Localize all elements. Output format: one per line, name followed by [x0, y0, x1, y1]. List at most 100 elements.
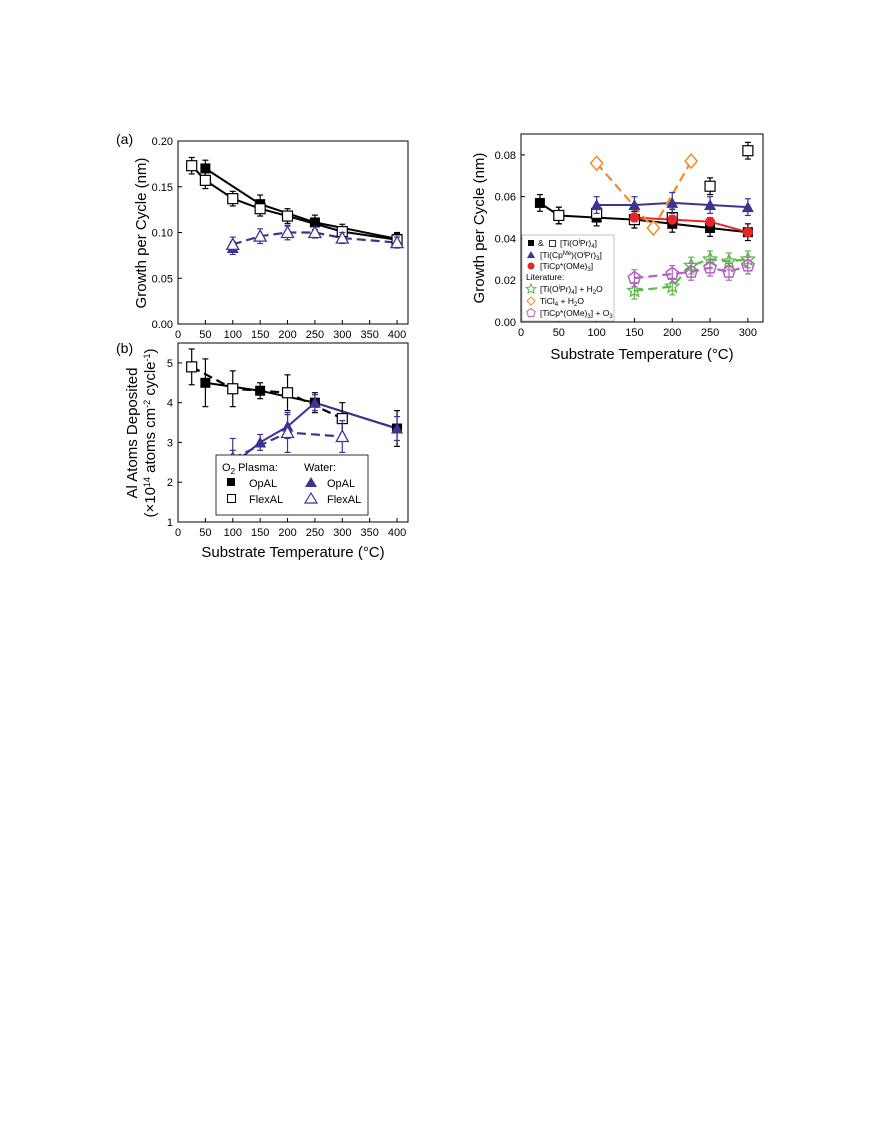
series-line: [634, 258, 749, 292]
y-tick-label: 4: [167, 398, 173, 410]
data-point: [280, 425, 295, 439]
legend-c-marker-pentagon: [526, 307, 536, 318]
y-tick-label: 0.00: [495, 317, 516, 329]
x-tick-label: 200: [278, 329, 296, 341]
x-tick-label: 400: [388, 329, 406, 341]
data-point: [280, 225, 295, 239]
y-tick-label: 3: [167, 437, 173, 449]
data-point: [664, 277, 681, 294]
legend-c-box: [521, 234, 615, 322]
legend-b-marker-flexal-water: [303, 491, 319, 504]
legend-c-sub3-1: 3: [596, 256, 600, 262]
legend-c-marker-sq-open: [549, 240, 556, 247]
data-point: [227, 193, 239, 205]
x-tick-label: 150: [251, 527, 269, 539]
data-point: [186, 160, 198, 172]
panel-b-xlabel: Substrate Temperature (°C): [201, 544, 384, 561]
x-tick-label: 50: [199, 329, 211, 341]
legend-c-marker-sq-filled: [528, 240, 534, 246]
legend-b-plasma-text: Plasma:: [235, 462, 278, 474]
data-point: [389, 235, 405, 249]
legend-c-o2: O: [577, 296, 584, 306]
x-tick-label: 100: [224, 527, 242, 539]
legend-c-oipr: )(O: [571, 250, 584, 260]
legend-b-box: [215, 454, 369, 516]
legend-c-close2: ]: [599, 250, 601, 260]
data-point: [281, 210, 294, 222]
series-line: [190, 165, 398, 241]
data-point: [665, 266, 680, 280]
data-point: [307, 225, 322, 239]
data-point: [200, 163, 211, 174]
legend-c-sub4-1: 4: [591, 244, 595, 250]
data-point: [721, 264, 737, 278]
panel-b-ylabel: Al Atoms Deposited: [124, 368, 141, 499]
legend-b-header-water: Water:: [304, 462, 336, 474]
x-tick-label: 100: [587, 327, 605, 339]
legend-c-sup-i-1: i: [579, 239, 580, 245]
series-line: [634, 264, 749, 280]
y-tick-label: 0.05: [152, 273, 173, 285]
legend-c-sub3-2: 3: [587, 267, 591, 273]
data-point: [589, 155, 604, 172]
legend-c-close1: ]: [595, 238, 597, 248]
ylabel-sup-m1: -1: [142, 353, 152, 361]
y-tick-label: 0.15: [152, 182, 173, 194]
x-tick-label: 200: [663, 327, 681, 339]
data-point: [629, 212, 640, 223]
legend-c-close3: ]: [591, 261, 593, 271]
legend-c-pr2: Pr): [585, 250, 597, 260]
data-point: [703, 260, 718, 274]
data-point: [254, 203, 266, 215]
legend-c-plus-h2: + H: [558, 296, 574, 306]
legend-c-pr3: Pr): [560, 284, 572, 294]
x-tick-label: 0: [175, 329, 181, 341]
legend-b-marker-flexal-plasma: [227, 494, 236, 503]
y-tick-label: 0.06: [495, 192, 516, 204]
panel-c-frame: [520, 133, 764, 323]
data-point: [742, 145, 754, 157]
y-tick-label: 2: [167, 477, 173, 489]
y-tick-label: 0.10: [152, 228, 173, 240]
panel-b-legend: O2 Plasma: Water: OpAL FlexAL OpAL FlexA…: [215, 454, 369, 516]
series-line: [232, 231, 398, 246]
panel-label-b: (b): [116, 340, 133, 356]
data-point: [627, 270, 642, 285]
data-point: [626, 282, 643, 298]
x-tick-label: 50: [553, 327, 565, 339]
legend-c-sup-i-3: i: [559, 285, 560, 291]
data-point: [309, 217, 320, 228]
legend-c-label-lit-ticp: [TiCp*(OMe)3] + O3: [540, 308, 613, 320]
legend-c-amp: &: [538, 238, 544, 248]
data-point: [253, 228, 268, 242]
x-tick-label: 0: [175, 527, 181, 539]
data-point: [628, 199, 641, 211]
legend-b-marker-opal-water: [305, 477, 317, 487]
legend-b-sub2: 2: [231, 467, 236, 476]
x-tick-label: 300: [333, 527, 351, 539]
x-tick-label: 250: [306, 527, 324, 539]
legend-c-sub2-1: 2: [593, 290, 597, 296]
legend-c-sup-i-2: i: [583, 251, 584, 257]
x-tick-label: 400: [388, 527, 406, 539]
panel-b-ylabel-units: (×1014 atoms cm-2 cycle-1): [142, 348, 159, 517]
x-tick-label: 250: [306, 329, 324, 341]
y-tick-label: 0.02: [495, 275, 516, 287]
x-tick-label: 300: [333, 329, 351, 341]
data-point: [684, 153, 699, 170]
legend-c-plus-o: ] + O: [591, 308, 610, 318]
panel-c-xlabel: Substrate Temperature (°C): [550, 346, 733, 363]
data-point: [704, 199, 717, 211]
legend-c-marker-circle: [527, 262, 535, 270]
legend-c-sub2-2: 2: [574, 302, 578, 308]
y-tick-label: 0.20: [152, 136, 173, 148]
data-point: [308, 396, 321, 408]
legend-c-label-tiopr: [Ti(OiPr)4]: [560, 238, 597, 250]
ylabel-units-part1: (×10: [142, 487, 159, 517]
legend-b-header-plasma: O2 Plasma:: [222, 462, 278, 476]
legend-c-sub4-3: 4: [555, 302, 559, 308]
data-point: [705, 216, 716, 227]
ylabel-units-part2: atoms cm: [142, 408, 159, 477]
data-point: [534, 197, 545, 208]
legend-c-literature: Literature:: [526, 272, 564, 282]
